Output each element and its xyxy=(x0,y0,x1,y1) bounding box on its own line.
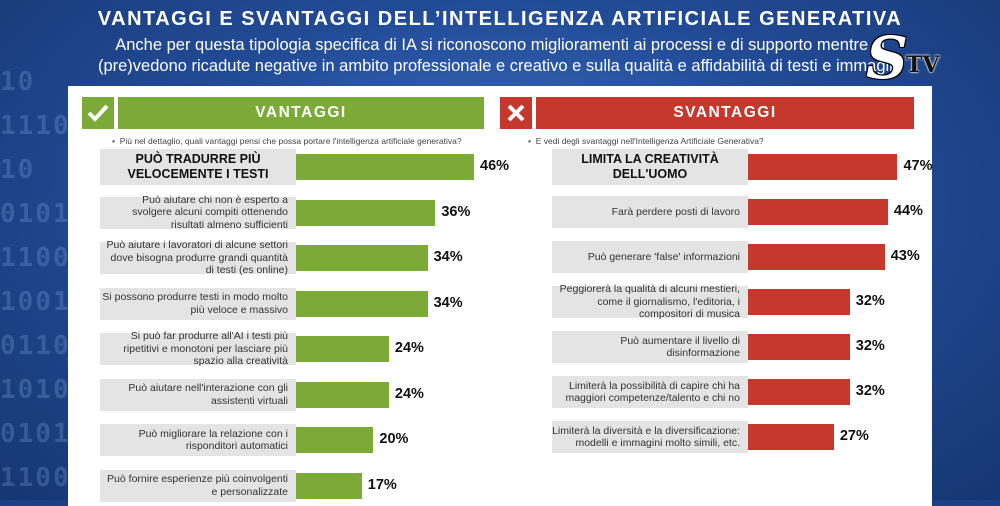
chart-panel: VANTAGGI • Più nel dettaglio, quali vant… xyxy=(68,86,932,506)
bar xyxy=(748,289,850,315)
category-label: Può aiutare chi non è esperto a svolgere… xyxy=(100,194,296,231)
header-vantaggi: VANTAGGI xyxy=(118,97,484,129)
category-label: Può aiutare i lavoratori di alcune setto… xyxy=(100,239,296,276)
category-label: Si possono produrre testi in modo molto … xyxy=(100,287,296,320)
category-label: Può aiutare nell'interazione con gli ass… xyxy=(100,378,296,411)
category-label: PUÒ TRADURRE PIÙ VELOCEMENTE I TESTI xyxy=(100,149,296,185)
bar xyxy=(748,154,898,180)
bar xyxy=(748,199,888,225)
value-label: 46% xyxy=(480,158,510,174)
logo-text: TV xyxy=(906,52,940,78)
category-label: Può generare 'false' informazioni xyxy=(552,241,748,273)
bar xyxy=(296,336,389,362)
value-label: 27% xyxy=(839,428,869,444)
category-label: Può fornire esperienze più coinvolgenti … xyxy=(100,469,296,502)
channel-logo: S TV xyxy=(862,24,946,92)
value-label: 32% xyxy=(855,383,885,399)
category-label: LIMITA LA CREATIVITÀ DELL'UOMO xyxy=(552,149,748,185)
page-title: VANTAGGI E SVANTAGGI DELL’INTELLIGENZA A… xyxy=(97,8,903,30)
question-bullet: • xyxy=(112,136,120,146)
bar xyxy=(296,381,389,408)
header-svantaggi: SVANTAGGI xyxy=(536,97,914,129)
subtitle-line-2: (pre)vedono ricadute negative in ambito … xyxy=(97,57,903,75)
page-subtitle: Anche per questa tipologia specifica di … xyxy=(0,35,1000,77)
category-label: Farà perdere posti di lavoro xyxy=(552,196,748,228)
value-label: 24% xyxy=(394,385,424,402)
category-label: Peggiorerà la qualità di alcuni mestieri… xyxy=(552,283,748,320)
value-label: 32% xyxy=(855,338,885,354)
bar xyxy=(748,244,885,270)
category-label: Può aumentare il livello di disinformazi… xyxy=(552,331,748,363)
value-label: 32% xyxy=(855,293,885,309)
bar xyxy=(296,472,362,499)
question-bullet: • xyxy=(528,136,536,146)
category-label: Limiterà la possibilità di capire chi ha… xyxy=(552,376,748,408)
category-label: Si può far produrre all'AI i testi più r… xyxy=(100,330,296,367)
value-label: 44% xyxy=(893,203,923,219)
bar xyxy=(748,424,834,450)
check-icon xyxy=(82,97,114,129)
bar xyxy=(748,334,850,360)
category-label: Limiterà la diversità e la diversificazi… xyxy=(552,421,748,453)
question-vantaggi: • Più nel dettaglio, quali vantaggi pens… xyxy=(112,136,462,146)
bar xyxy=(296,199,436,226)
value-label: 17% xyxy=(367,476,397,493)
value-label: 36% xyxy=(441,203,471,220)
value-label: 34% xyxy=(433,294,463,311)
value-label: 34% xyxy=(433,249,463,265)
question-vantaggi-text: Più nel dettaglio, quali vantaggi pensi … xyxy=(119,136,462,146)
value-label: 47% xyxy=(903,158,933,174)
bar xyxy=(296,427,374,453)
bar xyxy=(748,379,850,405)
bar xyxy=(296,245,428,271)
category-label: Può migliorare la relazione con i rispon… xyxy=(100,424,296,456)
logo-letter: S xyxy=(866,24,908,92)
value-label: 24% xyxy=(394,340,424,356)
subtitle-line-1: Anche per questa tipologia specifica di … xyxy=(115,36,885,54)
question-svantaggi: • E vedi degli svantaggi nell'Intelligen… xyxy=(528,136,764,146)
cross-icon xyxy=(500,97,532,129)
value-label: 43% xyxy=(890,248,920,264)
binary-decoration: 10 1110 10 0101 1100 1001 0110 1010 0101… xyxy=(0,67,71,493)
bar xyxy=(296,290,428,317)
bar xyxy=(296,154,475,180)
question-svantaggi-text: E vedi degli svantaggi nell'Intelligenza… xyxy=(535,136,764,146)
value-label: 20% xyxy=(379,431,409,447)
